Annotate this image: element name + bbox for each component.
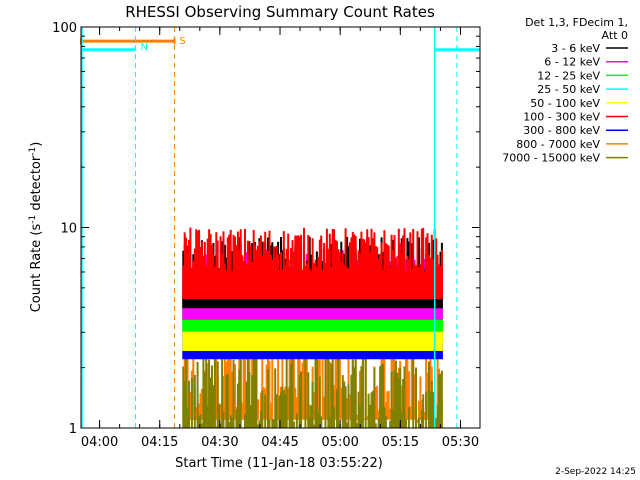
plot-frame <box>80 26 481 429</box>
legend-entry: 3 - 6 keV <box>551 42 628 55</box>
legend-label: 3 - 6 keV <box>551 42 600 55</box>
series-7000to15000keV <box>182 352 443 428</box>
legend-header-line1: Det 1,3, FDecim 1, <box>525 16 628 29</box>
marker-label-N: N <box>141 42 148 53</box>
legend-label: 800 - 7000 keV <box>516 138 600 151</box>
x-tick-label: 05:00 <box>321 435 358 450</box>
legend-label: 300 - 800 keV <box>523 124 600 137</box>
x-tick-label: 05:30 <box>442 435 479 450</box>
x-axis-label: Start Time (11-Jan-18 03:55:22) <box>175 456 383 471</box>
series-trace <box>182 352 443 428</box>
legend-label: 100 - 300 keV <box>523 111 600 124</box>
y-axis-label: Count Rate (s-1 detector-1) <box>28 142 44 313</box>
legend-entry: 12 - 25 keV <box>537 69 628 82</box>
y-tick-label: 100 <box>52 21 77 36</box>
x-tick-label: 04:15 <box>141 435 178 450</box>
legend-label: 50 - 100 keV <box>530 97 600 110</box>
legend-entry: 800 - 7000 keV <box>516 138 628 151</box>
series-trace <box>182 227 443 299</box>
legend-entry: 100 - 300 keV <box>523 111 628 124</box>
series-100to300keV <box>182 227 443 299</box>
legend-label: 25 - 50 keV <box>537 83 600 96</box>
marker-label-S: S <box>179 36 185 47</box>
legend-entry: 7000 - 15000 keV <box>502 152 628 165</box>
plot-area: NS <box>80 27 480 428</box>
legend-label: 7000 - 15000 keV <box>502 152 600 165</box>
legend-label: 12 - 25 keV <box>537 69 600 82</box>
x-tick-label: 04:30 <box>201 435 238 450</box>
y-tick-label: 1 <box>69 422 77 437</box>
x-tick-label: 05:15 <box>382 435 419 450</box>
legend-header-line2: Att 0 <box>602 29 628 42</box>
legend-entry: 50 - 100 keV <box>530 97 628 110</box>
legend-label: 6 - 12 keV <box>544 56 600 69</box>
legend-entry: 300 - 800 keV <box>523 124 628 137</box>
chart-title: RHESSI Observing Summary Count Rates <box>125 3 435 21</box>
legend-entry: 6 - 12 keV <box>544 56 628 69</box>
x-tick-label: 04:45 <box>261 435 298 450</box>
legend-entry: 25 - 50 keV <box>537 83 628 96</box>
y-tick-label: 10 <box>60 222 77 237</box>
x-tick-label: 04:00 <box>81 435 118 450</box>
footer-date: 2-Sep-2022 14:25 <box>555 467 636 477</box>
